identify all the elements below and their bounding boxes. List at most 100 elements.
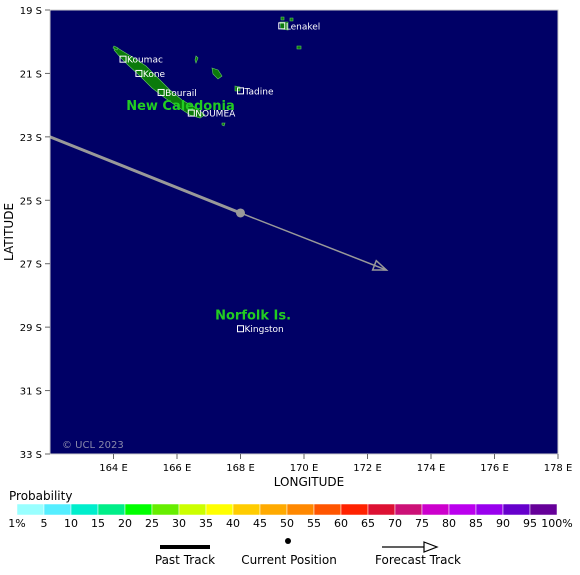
probability-label: 1% (8, 517, 25, 530)
probability-label: 20 (118, 517, 132, 530)
place-label: Lenakel (286, 22, 321, 32)
y-tick-label: 25 S (20, 196, 42, 207)
probability-label: 25 (145, 517, 159, 530)
grande-terre-island (113, 46, 206, 119)
probability-label: 60 (334, 517, 348, 530)
x-tick-label: 164 E (99, 463, 128, 474)
probability-swatch (394, 503, 423, 516)
place-label: Koumac (127, 56, 163, 66)
forecast-track-key-arrow (423, 541, 439, 553)
place-label: Kingston (245, 325, 284, 335)
region-label: Norfolk Is. (215, 308, 291, 323)
probability-swatch (313, 503, 342, 516)
probability-swatch (448, 503, 477, 516)
place-label: Kone (143, 70, 166, 80)
place-label: Bourail (165, 89, 197, 99)
probability-label: 50 (280, 517, 294, 530)
probability-label: 90 (496, 517, 510, 530)
current-position-key-label: Current Position (241, 553, 337, 567)
place-marker (119, 55, 127, 63)
probability-label: 95 (523, 517, 537, 530)
probability-swatch (43, 503, 72, 516)
past-track-key-label: Past Track (155, 553, 215, 567)
probability-swatch (367, 503, 396, 516)
x-tick-label: 176 E (480, 463, 509, 474)
probability-swatch (124, 503, 153, 516)
probability-label: 65 (361, 517, 375, 530)
copyright-text: © UCL 2023 (62, 440, 124, 451)
ocean-background (50, 10, 558, 454)
place-marker (187, 109, 195, 117)
x-tick-label: 168 E (226, 463, 255, 474)
probability-swatch (421, 503, 450, 516)
ouvea-islet (194, 55, 199, 64)
erromango-islet (280, 16, 285, 21)
probability-swatch (340, 503, 369, 516)
map-axes: 164 E 166 E 168 E 170 E 172 E 174 E 176 E 178 E… (20, 6, 573, 474)
probability-label: 55 (307, 517, 321, 530)
y-tick-label: 31 S (20, 387, 42, 398)
x-tick-label: 166 E (163, 463, 192, 474)
forecast-track-arrowhead (371, 259, 389, 271)
x-axis-label: LONGITUDE (274, 475, 344, 489)
y-axis-label: LATITUDE (2, 203, 16, 261)
past-track-line (49, 135, 242, 215)
place-marker (237, 87, 244, 95)
y-tick-label: 19 S (20, 6, 42, 17)
y-tick-label: 29 S (20, 323, 42, 334)
probability-label: 40 (226, 517, 240, 530)
current-position-key-dot (285, 538, 291, 544)
probability-label: 30 (172, 517, 186, 530)
place-label: Tadine (244, 87, 274, 97)
y-tick-label: 23 S (20, 133, 42, 144)
probability-label: 70 (388, 517, 402, 530)
probability-scale: 1% 5 10 15 20 25 30 35 40 45 50 55 60 65 70 75 80 85 90 95 1… (8, 503, 573, 530)
probability-label: 5 (41, 517, 48, 530)
aneityum-islet (296, 45, 302, 50)
probability-label: 100% (541, 517, 572, 530)
tanna-island (279, 21, 289, 31)
probability-label: 75 (415, 517, 429, 530)
probability-label: 15 (91, 517, 105, 530)
probability-swatch (259, 503, 288, 516)
forecast-track-line (240, 212, 387, 271)
probability-label: 80 (442, 517, 456, 530)
place-marker (157, 88, 165, 96)
probability-label: 35 (199, 517, 213, 530)
probability-swatch (529, 503, 558, 516)
probability-swatch (286, 503, 315, 516)
x-tick-label: 174 E (417, 463, 446, 474)
place-marker (278, 22, 286, 30)
region-label: New Caledonia (126, 99, 235, 114)
place-marker (135, 69, 143, 77)
isle-of-pines (221, 122, 226, 127)
track-legend: Past Track Current Position Forecast Tra… (155, 538, 461, 567)
current-position-marker (236, 208, 245, 218)
lifou-island (211, 67, 223, 80)
aniwa-islet (289, 17, 294, 22)
forecast-track-key-label: Forecast Track (375, 553, 461, 567)
probability-swatch (70, 503, 99, 516)
probability-label: 85 (469, 517, 483, 530)
probability-swatch (97, 503, 126, 516)
legend-title: Probability (9, 489, 72, 503)
x-tick-label: 172 E (353, 463, 382, 474)
belep-islet (112, 45, 119, 51)
probability-label: 45 (253, 517, 267, 530)
probability-swatch (151, 503, 180, 516)
x-tick-label: 170 E (290, 463, 319, 474)
probability-swatch (178, 503, 207, 516)
land-masses (112, 16, 302, 127)
probability-label: 10 (64, 517, 78, 530)
probability-swatch (232, 503, 261, 516)
y-tick-label: 27 S (20, 260, 42, 271)
probability-swatch (502, 503, 531, 516)
x-tick-label: 178 E (544, 463, 573, 474)
map-content: New Caledonia Norfolk Is. Lenakel Koumac Kon… (49, 22, 389, 335)
probability-swatch (205, 503, 234, 516)
y-tick-label: 21 S (20, 69, 42, 80)
probability-swatch (475, 503, 504, 516)
probability-swatch (16, 503, 45, 516)
y-tick-label: 33 S (20, 450, 42, 461)
